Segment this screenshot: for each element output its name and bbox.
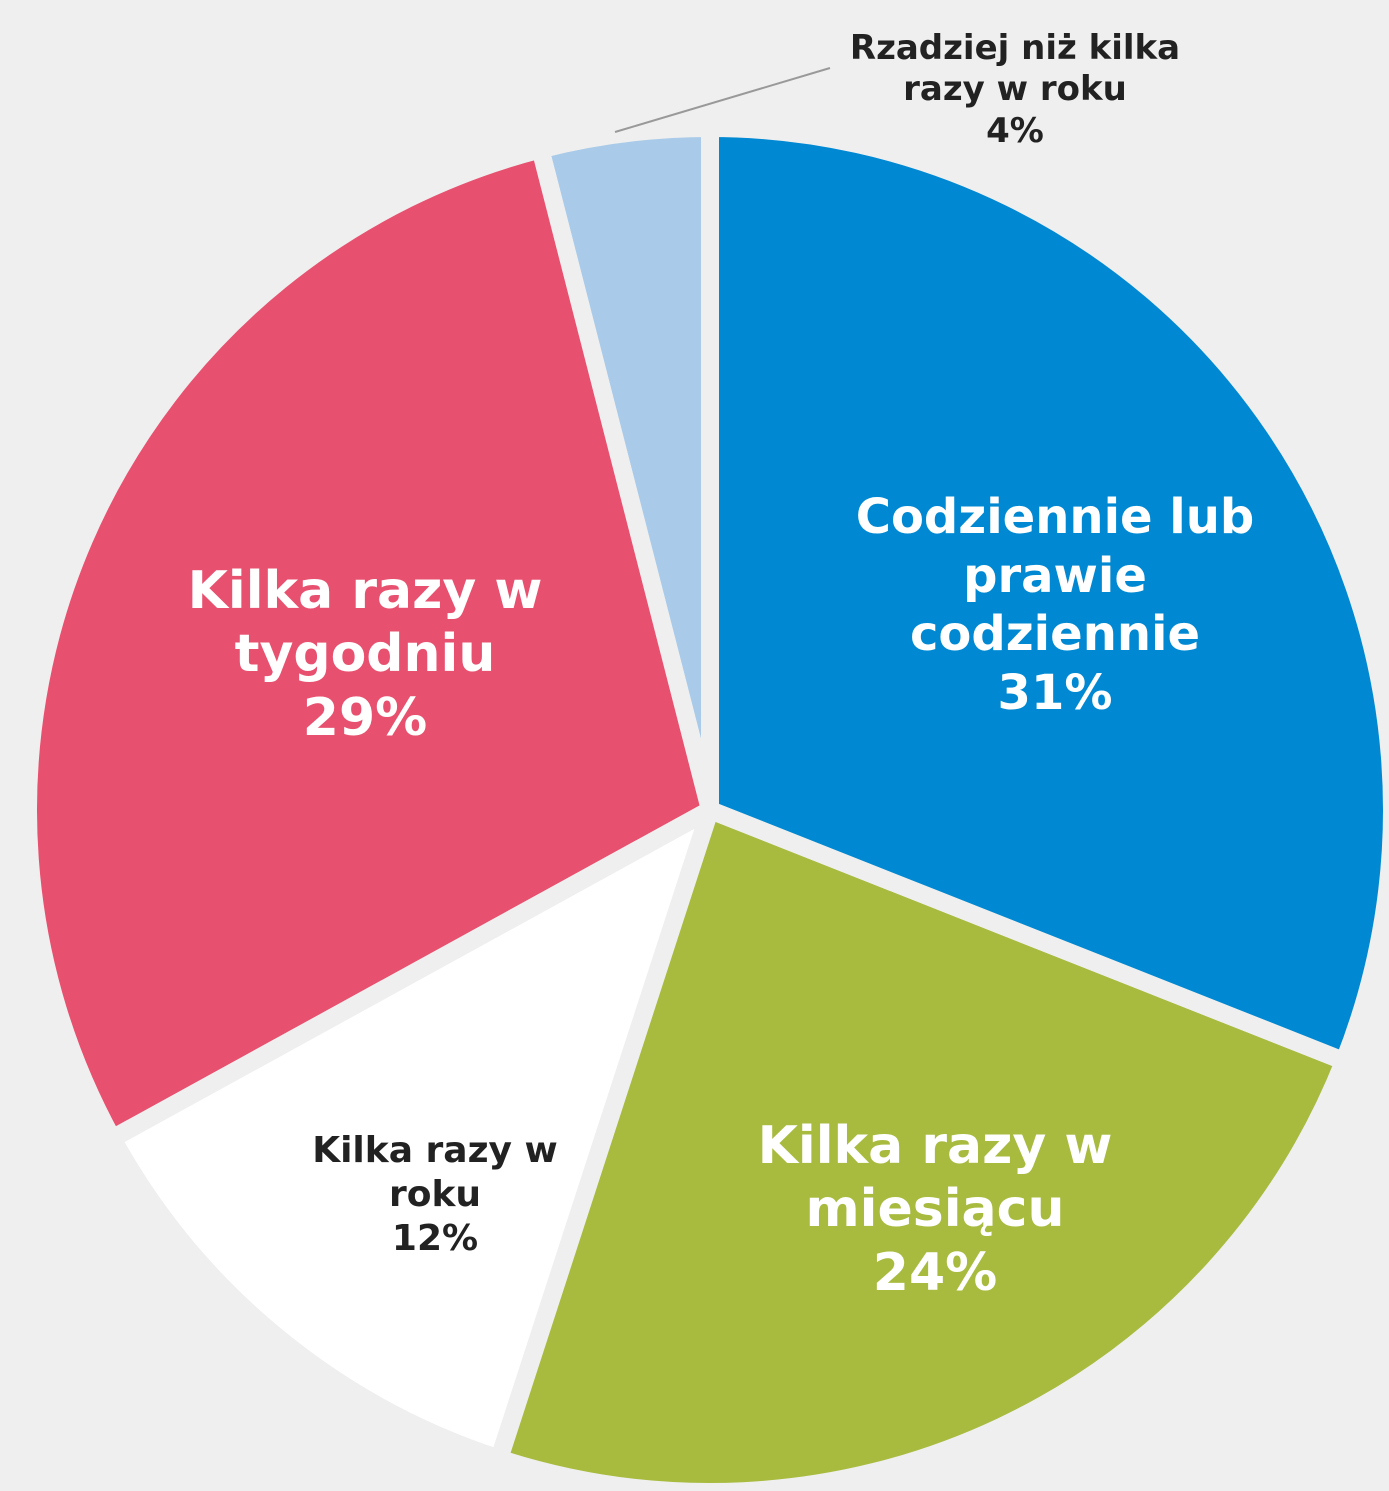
value-label: 31%	[997, 664, 1113, 721]
slice-label: Codziennie lub prawie codziennie 31%	[840, 488, 1270, 722]
slice	[103, 801, 719, 1468]
value-label: 24%	[872, 1242, 998, 1303]
category-label: Codziennie lub prawie codziennie	[855, 488, 1255, 662]
value-label: 12%	[391, 1217, 479, 1259]
slice-label: Kilka razy w roku 12%	[285, 1129, 585, 1261]
category-label: Kilka razy w miesiącu	[757, 1115, 1113, 1240]
category-label: Kilka razy w tygodniu	[187, 560, 543, 685]
value-label: 4%	[986, 110, 1044, 151]
category-label: Kilka razy w roku	[312, 1130, 558, 1216]
value-label: 29%	[302, 687, 428, 748]
slice	[18, 140, 719, 1148]
slice-label: Kilka razy w tygodniu 29%	[155, 560, 575, 750]
slice-label: Kilka razy w miesiącu 24%	[725, 1115, 1145, 1305]
leader-line	[614, 67, 831, 133]
category-label: Rzadziej niż kilka razy w roku	[849, 27, 1181, 110]
slice-label: Rzadziej niż kilka razy w roku 4%	[825, 28, 1205, 152]
